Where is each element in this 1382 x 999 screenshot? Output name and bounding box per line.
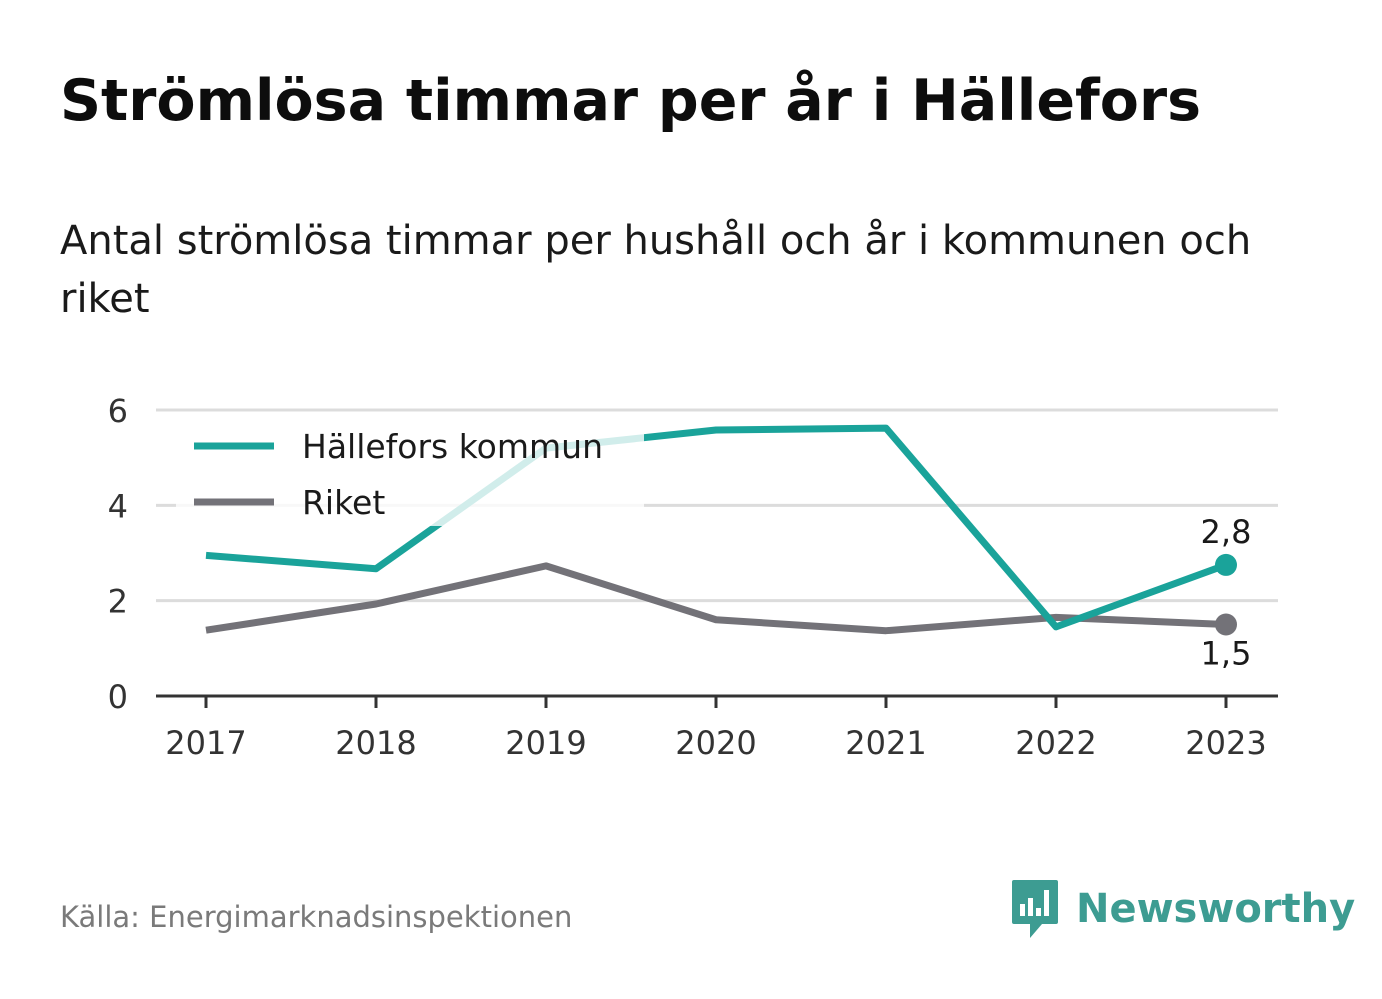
- x-tick-label: 2021: [845, 724, 926, 762]
- series-end-label-1: 1,5: [1201, 635, 1252, 673]
- series-end-label-0: 2,8: [1201, 513, 1252, 551]
- legend-background: [176, 416, 644, 526]
- x-tick-label: 2018: [335, 724, 416, 762]
- brand-logo: Newsworthy: [1010, 878, 1355, 940]
- x-tick-label: 2023: [1185, 724, 1266, 762]
- y-tick-label: 6: [108, 392, 128, 430]
- y-tick-label: 0: [108, 678, 128, 716]
- series-end-point-0: [1215, 553, 1237, 576]
- x-tick-label: 2017: [165, 724, 246, 762]
- line-chart: 0 2 4 6 2017 2018 2019 2020 2021 2022 2023 2,8 1,5 Hä…: [108, 392, 1278, 762]
- series-line-1: [205, 562, 1227, 635]
- y-tick-label: 2: [108, 583, 128, 621]
- x-tick-label: 2020: [675, 724, 756, 762]
- legend-label-0: Hällefors kommun: [302, 427, 603, 466]
- series-line-0: [205, 424, 1228, 631]
- source-note: Källa: Energimarknadsinspektionen: [60, 900, 573, 934]
- bar-chart-speech-bubble-icon: [1012, 880, 1058, 938]
- x-tick-label: 2022: [1015, 724, 1096, 762]
- legend-label-1: Riket: [302, 483, 385, 522]
- y-tick-label: 4: [108, 487, 128, 525]
- chart-title: Strömlösa timmar per år i Hällefors: [60, 68, 1202, 134]
- series-end-point-1: [1215, 613, 1237, 636]
- chart-subtitle: Antal strömlösa timmar per hushåll och å…: [60, 218, 1252, 322]
- brand-name: Newsworthy: [1076, 886, 1356, 932]
- x-tick-label: 2019: [505, 724, 586, 762]
